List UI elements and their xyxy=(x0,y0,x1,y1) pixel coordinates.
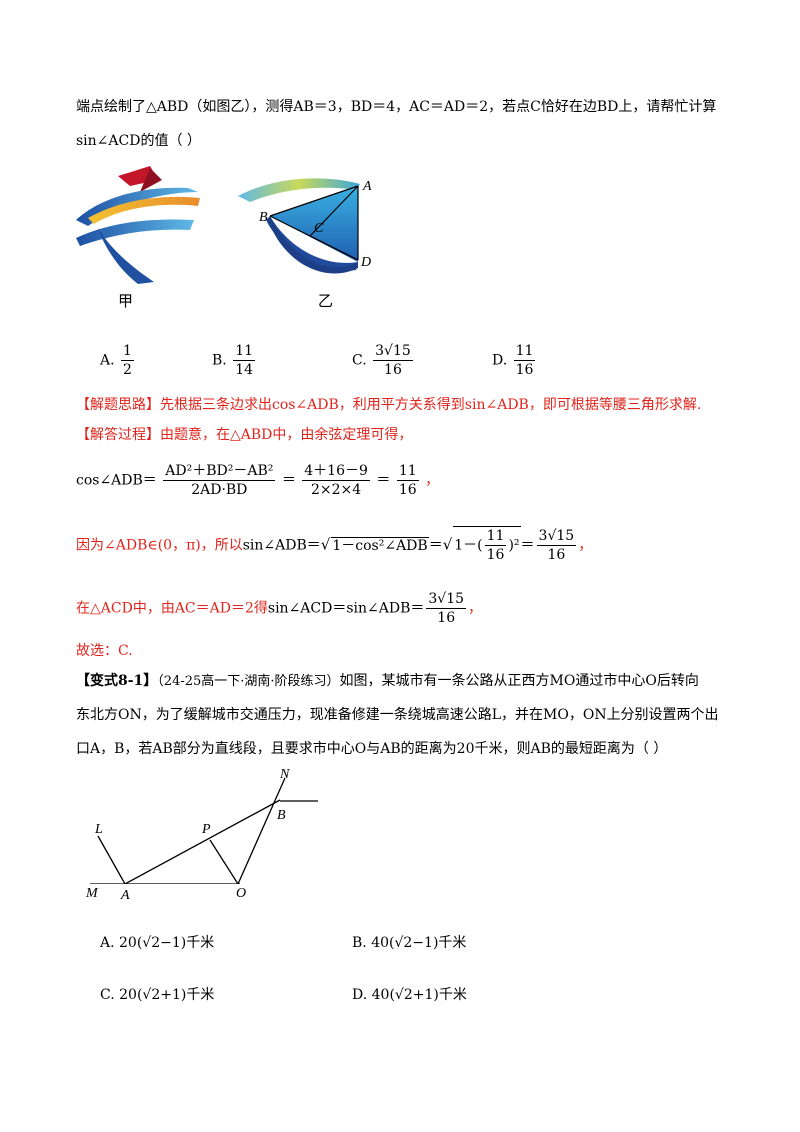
variant-option-c[interactable]: C. 20(√2+1)千米 xyxy=(100,987,215,1003)
variant-option-a[interactable]: A. 20(√2−1)千米 xyxy=(100,935,215,951)
figure-label-yi: 乙 xyxy=(318,292,334,310)
triangle-abd-figure: A B C D xyxy=(238,178,372,274)
point-n-label: N xyxy=(280,767,290,782)
equation-sin-adb: 因为∠ADB∈(0，π)，所以sin∠ADB＝√ 1－cos²∠ADB＝√ 1－(1… xyxy=(76,526,593,563)
question-text-line2: sin∠ACD的值（ ） xyxy=(76,133,201,149)
equation-cos-adb: cos∠ADB＝ AD²＋BD²－AB² 2AD·BD ＝ 4＋16－9 2×2×4… xyxy=(76,463,440,498)
variant-line3: 口A，B，若AB部分为直线段，且要求市中心O与AB的距离为20千米，则AB的最短… xyxy=(76,741,668,757)
option-c[interactable]: C. 3√15 16 xyxy=(352,343,413,378)
point-c-label: C xyxy=(314,221,324,236)
point-a-label: A xyxy=(362,179,372,194)
point-p-label: P xyxy=(202,822,211,837)
point-b-label: B xyxy=(259,210,268,225)
option-b[interactable]: B. 11 14 xyxy=(212,343,256,378)
ribbon-logo-figure xyxy=(76,166,200,284)
variant-option-d[interactable]: D. 40(√2+1)千米 xyxy=(352,987,467,1003)
solution-idea: 【解题思路】先根据三条边求出cos∠ADB，利用平方关系得到sin∠ADB，即可… xyxy=(76,397,702,413)
point-d-label: D xyxy=(360,255,371,270)
variant-option-b[interactable]: B. 40(√2−1)千米 xyxy=(352,935,467,951)
solution-process: 【解答过程】由题意，在△ABD中，由余弦定理可得， xyxy=(76,427,413,443)
road-diagram xyxy=(90,777,318,884)
point-a-label: A xyxy=(121,888,130,903)
figure-label-jia: 甲 xyxy=(118,292,134,310)
point-m-label: M xyxy=(86,886,98,901)
variant-line2: 东北方ON，为了缓解城市交通压力，现准备修建一条绕城高速公路L，并在MO，ON上… xyxy=(76,707,719,723)
answer-line: 故选：C. xyxy=(76,643,133,659)
point-o-label: O xyxy=(236,886,247,901)
point-l-label: L xyxy=(95,822,103,837)
equation-sin-acd: 在△ACD中，由AC＝AD＝2得sin∠ACD＝sin∠ADB＝ 3√15 16， xyxy=(76,591,483,626)
point-b-label: B xyxy=(277,808,286,823)
question-text-line1: 端点绘制了△ABD（如图乙），测得AB＝3，BD＝4，AC＝AD＝2，若点C恰好… xyxy=(76,99,717,115)
option-d[interactable]: D. 11 16 xyxy=(492,343,536,378)
variant-line1: 【变式8-1】（24-25高一下·湖南·阶段练习）如图，某城市有一条公路从正西方… xyxy=(76,673,699,689)
